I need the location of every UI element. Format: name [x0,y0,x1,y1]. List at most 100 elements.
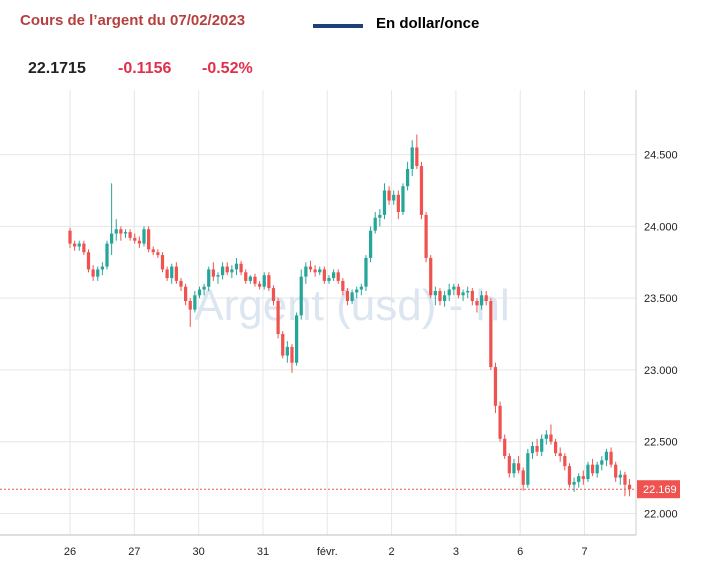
candle-body [359,286,363,290]
x-tick-label: févr. [317,546,338,558]
candle-body [193,295,197,310]
candle-body [211,269,215,277]
candle-body [128,232,132,238]
candle-body [188,301,192,310]
candle-body [558,453,562,457]
candle-body [271,288,276,302]
candle-body [68,230,72,244]
candle-body [484,295,488,302]
candle-body [507,456,511,474]
candle-body [438,290,442,302]
candle-body [503,438,507,457]
x-tick-label: 26 [64,546,76,558]
candle-body [618,474,622,478]
candle-body [174,266,178,281]
candle-body [313,269,317,273]
candle-body [281,334,285,356]
candle-body [609,451,613,465]
candle-body [267,275,271,289]
candle-body [526,453,530,485]
candle-body [276,301,280,335]
candle-body [382,190,387,215]
candle-body [489,301,493,368]
candle-body [345,290,350,302]
candle-body [86,252,91,270]
y-tick-label: 22.500 [644,437,678,449]
candle-body [419,166,424,215]
current-price-tag-label: 22.169 [643,484,677,496]
candle-body [230,269,234,273]
candle-body [331,272,336,279]
candle-body [590,464,595,474]
candle-body [378,214,382,218]
candle-body [396,194,400,213]
x-tick-label: 3 [453,546,459,558]
candle-body [197,289,202,296]
candle-body [327,278,331,281]
candle-body [452,286,456,290]
candle-body [220,266,225,276]
candle-body [614,464,618,478]
y-tick-label: 22.000 [644,508,678,520]
candle-body [521,470,525,485]
candle-body [248,276,252,281]
y-tick-label: 24.000 [644,221,678,233]
candle-body [479,295,484,306]
candle-body [156,252,160,256]
candle-body [304,266,308,277]
candle-body [105,243,109,267]
candle-body [373,217,377,231]
x-tick-label: 7 [581,546,587,558]
candle-body [623,474,627,485]
candle-body [96,269,100,277]
candle-body [160,255,165,270]
candle-body [387,190,391,201]
candle-body [530,446,535,454]
chart-watermark: Argent (usd) - hl [194,281,509,330]
candle-body [429,257,433,296]
candle-body [581,476,585,480]
candle-body [308,266,313,270]
x-tick-label: 2 [389,546,395,558]
candle-body [91,269,95,277]
y-tick-label: 23.000 [644,365,678,377]
candle-body [405,168,410,187]
candle-body [498,405,502,439]
candle-body [447,289,451,296]
candle-body [114,229,118,234]
candle-body [424,214,428,258]
candle-body [294,315,299,363]
candle-body [355,289,359,293]
candle-body [151,249,155,253]
candle-body [456,286,461,296]
candle-body [82,243,86,253]
candle-body [336,272,340,281]
candle-body [77,243,81,247]
chart-title: Cours de l’argent du 07/02/2023 [20,12,246,29]
x-tick-label: 31 [257,546,269,558]
candle-body [285,346,289,356]
candle-body [179,280,183,287]
candle-body [119,229,123,234]
candle-body [516,463,521,471]
candle-body [493,367,498,406]
candle-body [470,290,474,302]
candle-body [549,434,553,442]
candle-body [183,286,188,302]
candle-body [350,292,354,302]
candle-body [234,263,239,270]
candle-body [544,434,548,439]
candle-body [133,237,137,241]
candle-body [540,438,544,452]
candle-body [600,460,604,465]
candle-body [322,269,326,281]
candle-body [216,275,220,277]
candle-body [244,272,248,281]
candle-body [577,476,581,482]
current-price-tag [637,480,680,499]
candle-body [142,229,146,244]
x-tick-label: 30 [193,546,205,558]
candle-body [475,301,479,306]
candle-body [253,276,257,284]
